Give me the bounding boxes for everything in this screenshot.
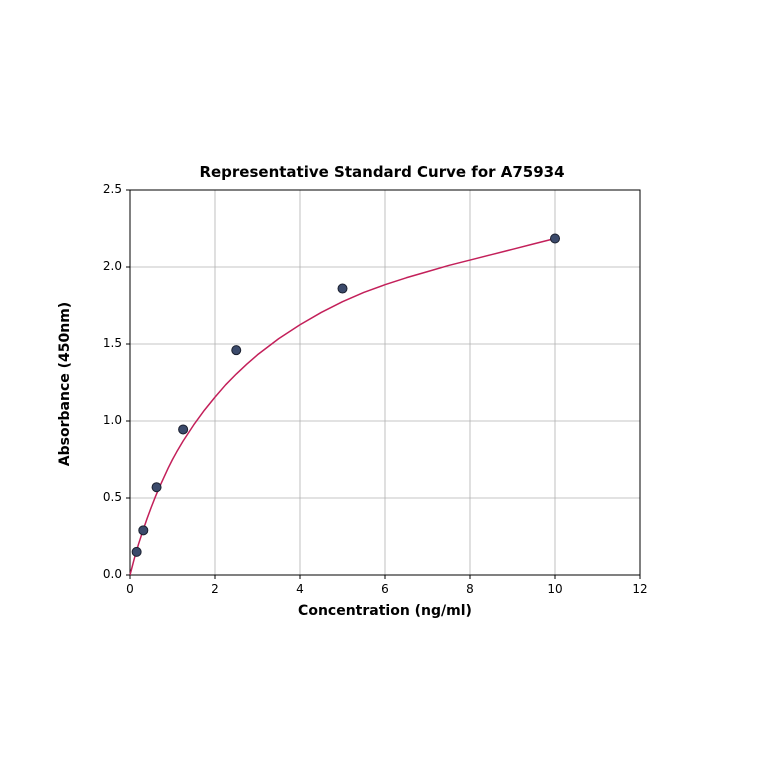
x-tick-label: 8 <box>450 582 490 596</box>
y-tick-label: 2.5 <box>90 182 122 196</box>
y-tick-label: 2.0 <box>90 259 122 273</box>
x-tick-label: 10 <box>535 582 575 596</box>
chart-title: Representative Standard Curve for A75934 <box>0 163 764 181</box>
y-tick-label: 0.5 <box>90 490 122 504</box>
x-tick-label: 2 <box>195 582 235 596</box>
y-tick-label: 0.0 <box>90 567 122 581</box>
x-tick-label: 6 <box>365 582 405 596</box>
x-axis-label: Concentration (ng/ml) <box>130 603 640 619</box>
chart-container: Representative Standard Curve for A75934… <box>0 0 764 764</box>
x-tick-label: 0 <box>110 582 150 596</box>
tick-marks-group <box>126 190 640 579</box>
plot-svg <box>130 190 640 575</box>
x-tick-label: 12 <box>620 582 660 596</box>
x-tick-label: 4 <box>280 582 320 596</box>
y-tick-label: 1.0 <box>90 413 122 427</box>
y-axis-label: Absorbance (450nm) <box>57 234 73 534</box>
grid-group <box>130 190 640 575</box>
y-tick-label: 1.5 <box>90 336 122 350</box>
markers-group <box>132 234 559 556</box>
